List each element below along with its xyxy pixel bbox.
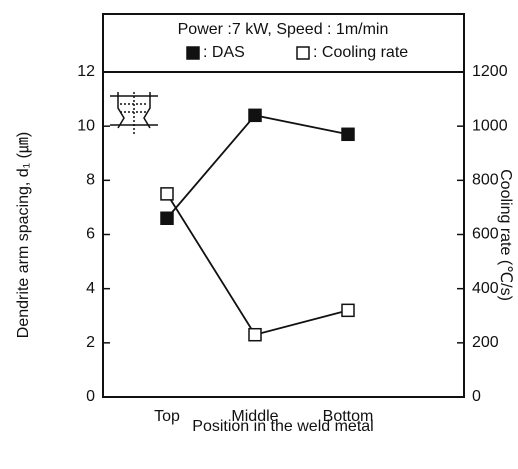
- legend-label: : Cooling rate: [313, 44, 408, 61]
- y2-tick-label: 800: [472, 172, 499, 189]
- x-tick-label: Top: [154, 408, 180, 425]
- y2-tick-label: 400: [472, 280, 499, 297]
- y2-axis-label: Cooling rate (℃/s): [497, 169, 514, 301]
- y-axis-label: Dendrite arm spacing, d₁ (㎛): [15, 132, 32, 338]
- x-tick-label: Middle: [231, 408, 278, 425]
- data-point: [342, 304, 354, 316]
- y2-tick-label: 200: [472, 334, 499, 351]
- y-tick-label: 0: [86, 388, 95, 405]
- y2-tick-label: 1000: [472, 117, 508, 134]
- series-line: [167, 194, 348, 335]
- y-tick-label: 6: [86, 226, 95, 243]
- legend-marker: [187, 47, 199, 59]
- y2-tick-label: 0: [472, 388, 481, 405]
- y-tick-label: 12: [77, 63, 95, 80]
- y-tick-label: 10: [77, 117, 95, 134]
- y-tick-label: 8: [86, 172, 95, 189]
- legend-marker: [297, 47, 309, 59]
- series-line: [167, 115, 348, 218]
- x-tick-label: Bottom: [323, 408, 374, 425]
- data-point: [161, 188, 173, 200]
- data-point: [249, 329, 261, 341]
- chart-title: Power :7 kW, Speed : 1m/min: [178, 21, 389, 38]
- y-tick-label: 2: [86, 334, 95, 351]
- inset-icon: [110, 92, 158, 134]
- y2-tick-label: 1200: [472, 63, 508, 80]
- data-point: [249, 109, 261, 121]
- y2-tick-label: 600: [472, 226, 499, 243]
- data-point: [161, 212, 173, 224]
- chart: Power :7 kW, Speed : 1m/min Position in …: [0, 0, 518, 464]
- data-point: [342, 128, 354, 140]
- legend-label: : DAS: [203, 44, 245, 61]
- y-tick-label: 4: [86, 280, 95, 297]
